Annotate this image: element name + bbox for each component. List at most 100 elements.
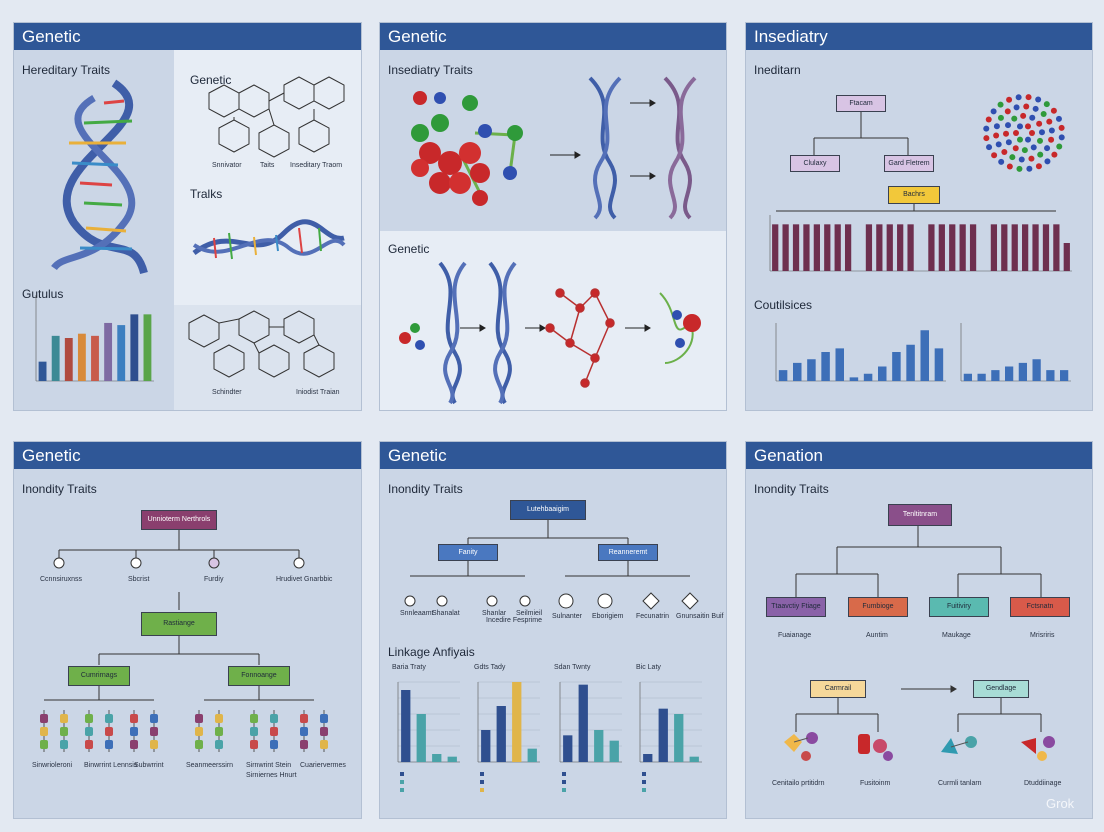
bar [897, 224, 904, 271]
chromosome-band [250, 727, 258, 736]
panel-title: Genation [746, 442, 1092, 469]
atom [1012, 145, 1019, 152]
bar [977, 373, 986, 381]
panel-genetic-2: Genetic Insediatry Traits Genetic [379, 22, 727, 411]
bar [1022, 224, 1029, 271]
chromosome-band [320, 714, 328, 723]
atom [1036, 137, 1043, 144]
pedigree-symbols [404, 592, 699, 610]
atom [1017, 136, 1023, 143]
linkage-chart [477, 681, 540, 792]
chart-title: Bic Laty [636, 664, 661, 671]
pedigree-leaf: Shanalat [432, 610, 460, 617]
traits-label: Tralks [190, 187, 223, 201]
bar [51, 335, 60, 381]
legend-swatch [480, 780, 484, 784]
atom [1013, 104, 1020, 111]
atom [1011, 115, 1018, 122]
linkage-chart [639, 681, 702, 792]
chromosome-band [150, 714, 158, 723]
bar [778, 370, 788, 381]
bar [594, 730, 604, 762]
chromosome-band [300, 740, 308, 749]
bar [578, 684, 588, 762]
atom [997, 114, 1004, 121]
bar [658, 708, 668, 762]
bar [928, 224, 935, 271]
top-label: Ineditarn [754, 63, 801, 77]
lower-area [380, 231, 726, 410]
tree-root: Tenltitnram [888, 504, 952, 526]
dna-helix-icon [51, 79, 148, 275]
atom [1037, 151, 1044, 158]
panel-title: Genetic [380, 23, 726, 50]
molecule-icon [784, 732, 1055, 761]
tree2-left: Carmrail [810, 680, 866, 698]
bar [963, 373, 972, 381]
chromosome-caption: Sirnwrint Stein [246, 762, 292, 769]
bar [674, 714, 684, 762]
legend-swatch [562, 772, 566, 776]
atom [1044, 145, 1051, 152]
bar [920, 330, 929, 381]
bar [949, 224, 956, 271]
bar [416, 714, 426, 762]
top-label: Inondity Traits [22, 482, 97, 496]
bar [64, 338, 73, 381]
bar [1011, 224, 1018, 271]
atom [1040, 111, 1047, 118]
chromosome-band [215, 740, 223, 749]
bar [643, 754, 653, 762]
legend-swatch [562, 780, 566, 784]
tree-node-left: Fanity [438, 544, 498, 561]
atom [995, 141, 1002, 148]
atom [1035, 163, 1042, 170]
bar [432, 754, 442, 762]
legend-swatch [480, 772, 484, 776]
panel-title: Genetic [14, 442, 361, 469]
chromosome-caption: Binwrrint Lennsis [84, 762, 138, 769]
tree-leaf: Sbcrist [128, 576, 150, 583]
chromosome-band [320, 727, 328, 736]
panel-genetic-4: Genetic Inondity Traits Unnioterm Nerthr… [13, 441, 362, 819]
chromosome-band [105, 727, 113, 736]
atom [1038, 129, 1045, 136]
chromosome-band [40, 727, 48, 736]
panel-genetic-5: Genetic Inondity Traits Linkage Anfiyais… [379, 441, 727, 819]
bar [1053, 224, 1060, 271]
panel1-art [35, 76, 346, 382]
tree-connectors [44, 530, 314, 701]
bar [934, 348, 944, 381]
pedigree-leaf: Gnunsaitin Buif [676, 613, 724, 620]
node-circles [53, 557, 305, 569]
chromosome-band [105, 714, 113, 723]
structure-caption: Iniodist Traian [296, 389, 340, 396]
bar [821, 352, 830, 381]
tree-leaf: Furdiy [204, 576, 224, 583]
bar [792, 224, 800, 271]
chemical-structure-2-icon [188, 310, 335, 378]
atom [1048, 136, 1055, 143]
atom [1023, 103, 1030, 110]
tree-caption: Maukage [942, 632, 971, 639]
atom [1025, 94, 1032, 101]
chromosome-band [150, 740, 158, 749]
chromosome-caption: Subwrrint [134, 762, 164, 769]
bar [1063, 243, 1070, 271]
atom [986, 144, 993, 151]
atom [1025, 123, 1031, 130]
tree-root: Unnioterm Nerthrols [141, 510, 217, 530]
linkage-chart [397, 681, 460, 792]
tree-node: Fumbioge [848, 597, 908, 617]
bar [563, 735, 573, 762]
pedigree-leaf: Incedire Fesprime [486, 617, 543, 624]
bar [117, 325, 126, 381]
bar [1042, 224, 1050, 271]
chromosome-band [40, 740, 48, 749]
atom [1029, 130, 1035, 136]
chromosome-band [215, 727, 223, 736]
atom [1009, 154, 1016, 161]
linkage-label: Linkage Anfiyais [388, 645, 475, 659]
pedigree-leaf: Seilmieil [516, 610, 543, 617]
panel-insediatry: Insediatry Ineditarn Coutilsices Ftacam … [745, 22, 1093, 411]
